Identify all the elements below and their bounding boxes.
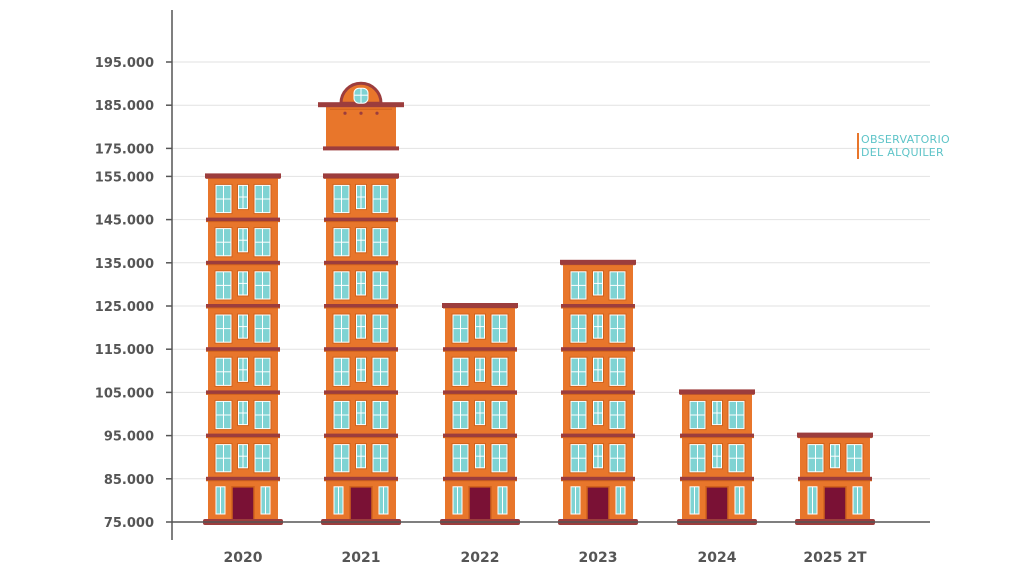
y-tick-label: 75.000 [104, 516, 154, 531]
x-tick-label: 2023 [579, 550, 618, 566]
logo-line-1: OBSERVATORIO [861, 133, 951, 146]
y-tick-label: 175.000 [95, 142, 154, 157]
x-tick-label: 2025 2T [803, 550, 867, 566]
observatorio-logo: OBSERVATORIO DEL ALQUILER [857, 133, 950, 159]
axes [166, 10, 930, 540]
bars [203, 81, 875, 525]
y-tick-label: 155.000 [95, 170, 154, 185]
logo-line-2: DEL ALQUILER [861, 146, 944, 159]
bar-2-above-break [318, 81, 404, 151]
y-tick-label: 185.000 [95, 99, 154, 114]
x-tick-label: 2021 [342, 550, 381, 566]
bar-3 [440, 303, 520, 525]
y-tick-label: 105.000 [95, 386, 154, 401]
x-tick-label: 2020 [224, 550, 263, 566]
y-tick-label: 145.000 [95, 214, 154, 229]
x-tick-label: 2022 [461, 550, 500, 566]
bar-4 [558, 259, 638, 525]
y-tick-label: 85.000 [104, 473, 154, 488]
labels: 75.000 85.000 95.000 105.000 115.000 125.000 1… [95, 56, 867, 566]
y-tick-label: 195.000 [95, 56, 154, 71]
y-tick-label: 95.000 [104, 430, 154, 445]
gridlines [172, 61, 930, 523]
bar-5 [677, 389, 757, 525]
y-tick-label: 125.000 [95, 300, 154, 315]
x-tick-label: 2024 [698, 550, 737, 566]
y-tick-label: 135.000 [95, 257, 154, 272]
bar-1 [203, 173, 283, 525]
bar-2 [318, 81, 404, 525]
y-tick-label: 115.000 [95, 343, 154, 358]
bar-6 [795, 432, 875, 525]
